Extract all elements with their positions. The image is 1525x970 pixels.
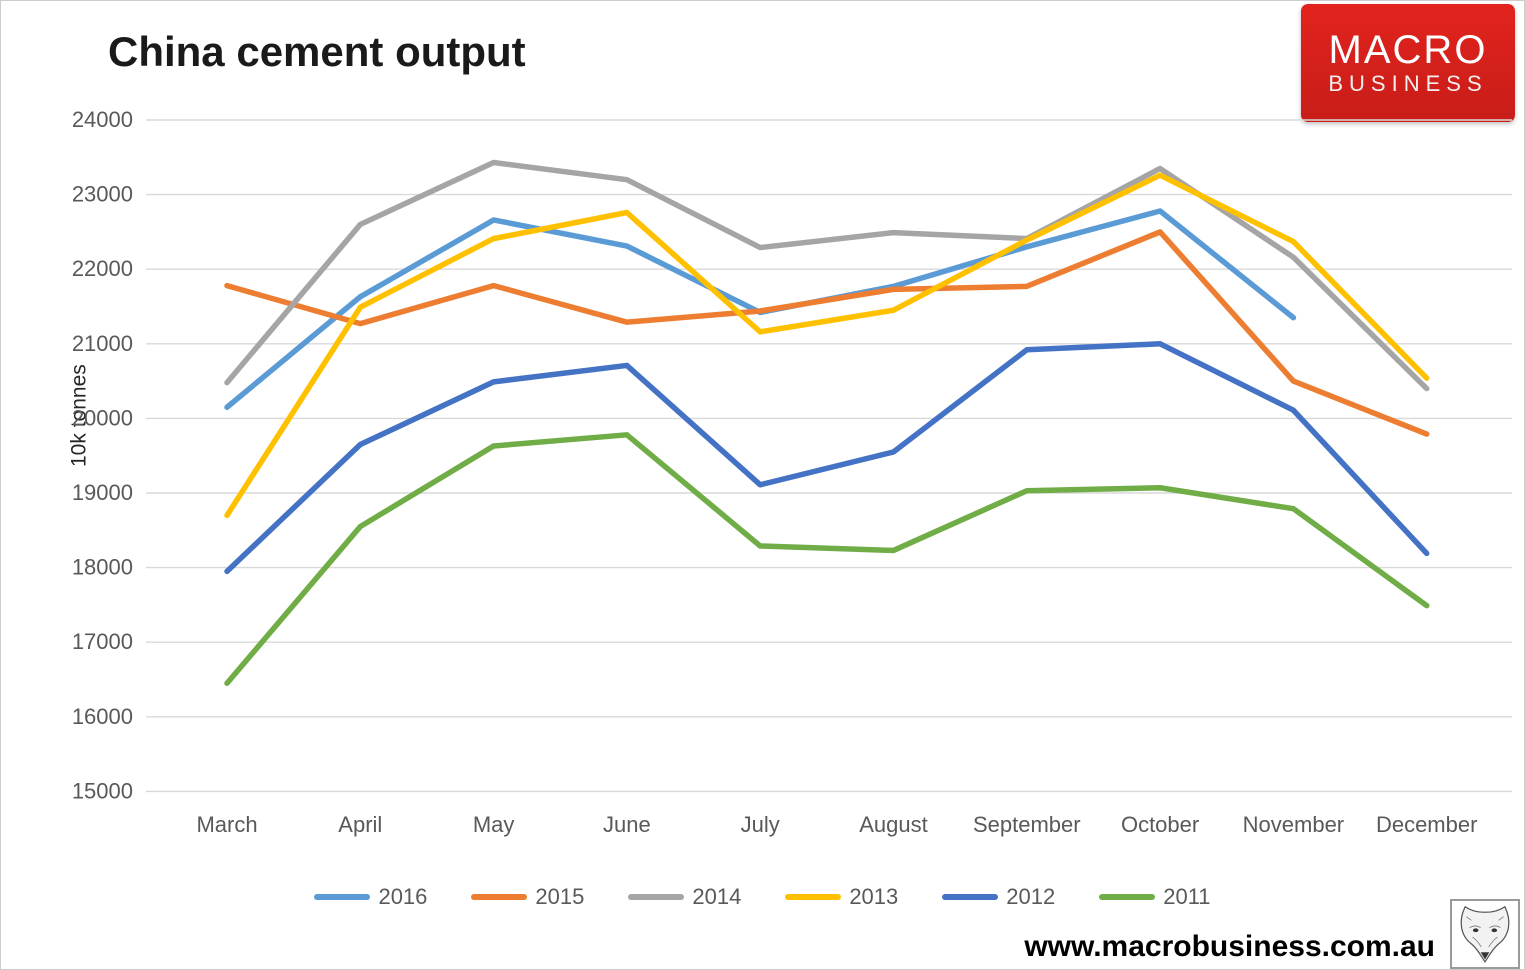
legend-item-2013: 2013 [785, 884, 898, 910]
legend-item-2012: 2012 [942, 884, 1055, 910]
series-line-2012 [224, 341, 1430, 575]
x-tick-label: July [741, 812, 780, 837]
legend-swatch-2013 [785, 894, 842, 900]
legend-swatch-2015 [471, 894, 528, 900]
wolf-icon [1460, 906, 1510, 963]
series-line-2014 [224, 159, 1430, 392]
legend-label-2013: 2013 [849, 884, 899, 909]
legend-item-2015: 2015 [471, 884, 584, 910]
y-tick-label: 24000 [72, 107, 133, 132]
legend-swatch-2011 [1099, 894, 1156, 900]
legend-swatch-2012 [942, 894, 999, 900]
x-tick-label: November [1243, 812, 1344, 837]
y-tick-label: 23000 [72, 182, 133, 207]
chart-legend: 2016 2015 2014 2013 2012 2011 [0, 880, 1525, 914]
legend-label-2014: 2014 [692, 884, 742, 909]
x-tick-label: March [196, 812, 257, 837]
legend-label-2016: 2016 [378, 884, 428, 909]
macrobusiness-logo: MACRO BUSINESS [1301, 4, 1515, 122]
logo-text-macro: MACRO [1328, 27, 1488, 72]
x-tick-label: December [1376, 812, 1477, 837]
wolf-logo-box [1450, 899, 1520, 969]
y-tick-label: 17000 [72, 629, 133, 654]
series-line-2013 [224, 172, 1430, 519]
y-tick-label: 20000 [72, 405, 133, 430]
y-tick-label: 18000 [72, 555, 133, 580]
x-tick-label: April [338, 812, 382, 837]
x-tick-label: October [1121, 812, 1199, 837]
x-tick-label: August [859, 812, 928, 837]
y-tick-label: 15000 [72, 778, 133, 803]
legend-item-2014: 2014 [628, 884, 741, 910]
series-line-2015 [224, 229, 1430, 437]
y-tick-label: 21000 [72, 331, 133, 356]
chart-title: China cement output [108, 28, 526, 75]
y-tick-label: 19000 [72, 480, 133, 505]
legend-swatch-2014 [628, 894, 685, 900]
legend-label-2012: 2012 [1006, 884, 1056, 909]
y-tick-label: 16000 [72, 704, 133, 729]
x-tick-label: June [603, 812, 651, 837]
legend-swatch-2016 [314, 894, 371, 900]
logo-text-business: BUSINESS [1328, 70, 1488, 96]
legend-label-2011: 2011 [1163, 884, 1211, 909]
y-tick-label: 22000 [72, 256, 133, 281]
legend-item-2011: 2011 [1099, 884, 1211, 910]
legend-label-2015: 2015 [535, 884, 585, 909]
legend-item-2016: 2016 [314, 884, 427, 910]
website-url: www.macrobusiness.com.au [1024, 930, 1435, 963]
series-line-2011 [224, 432, 1430, 686]
x-tick-label: May [473, 812, 515, 837]
x-tick-label: September [973, 812, 1081, 837]
